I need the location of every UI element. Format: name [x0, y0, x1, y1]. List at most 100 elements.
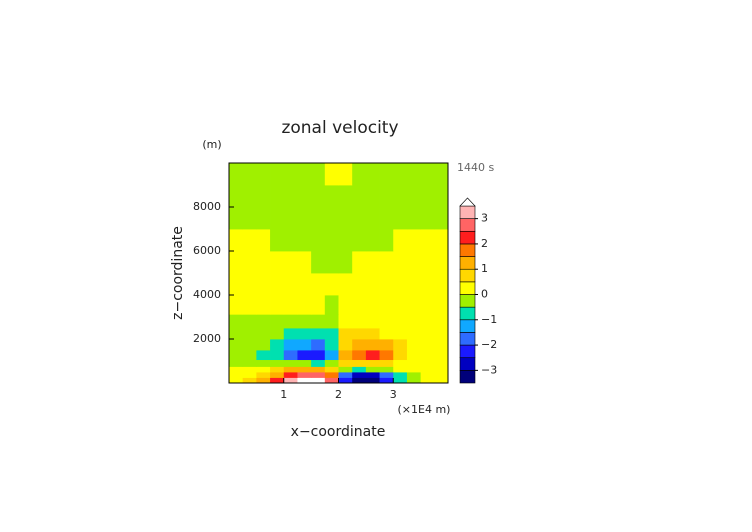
contour-cell — [283, 314, 298, 329]
contour-cell — [242, 207, 257, 230]
contour-cell — [365, 229, 380, 252]
contour-cell — [365, 295, 380, 315]
contour-cell — [297, 372, 312, 378]
contour-cell — [379, 339, 394, 351]
contour-cell — [270, 273, 285, 296]
y-tick-label: 4000 — [193, 288, 221, 301]
contour-cell — [270, 350, 285, 361]
contour-cell — [283, 229, 298, 252]
contour-cell — [393, 328, 408, 340]
contour-cell — [297, 359, 312, 367]
contour-cell — [352, 229, 367, 252]
contour-cell — [324, 185, 339, 208]
contour-cell — [229, 207, 244, 230]
contour-cell — [352, 372, 367, 378]
x-tick-label: 1 — [280, 388, 287, 401]
contour-cell — [379, 366, 394, 373]
contour-cell — [393, 207, 408, 230]
contour-cell — [393, 339, 408, 351]
contour-cell — [352, 251, 367, 274]
contour-cell — [434, 229, 449, 252]
y-unit: (m) — [202, 138, 221, 151]
contour-cell — [434, 366, 449, 373]
x-unit: (×1E4 m) — [398, 403, 451, 416]
colorbar-box — [459, 205, 476, 219]
colorbar-tick-label: 2 — [481, 237, 488, 250]
contour-cell — [338, 273, 353, 296]
contour-cell — [434, 207, 449, 230]
contour-cell — [352, 339, 367, 351]
contour-cell — [379, 273, 394, 296]
contour-cell — [420, 295, 435, 315]
contour-cell — [283, 350, 298, 361]
contour-cell — [379, 163, 394, 186]
contour-cell — [242, 372, 257, 378]
contour-cell — [434, 251, 449, 274]
colorbar-box — [459, 268, 476, 283]
contour-cell — [393, 359, 408, 367]
contour-cell — [434, 339, 449, 351]
x-tick-label: 2 — [335, 388, 342, 401]
contour-cell — [352, 359, 367, 367]
contour-cell — [242, 339, 257, 351]
contour-cell — [283, 366, 298, 373]
y-tick-label: 8000 — [193, 200, 221, 213]
contour-cell — [365, 207, 380, 230]
contour-cell — [311, 366, 326, 373]
contour-cell — [338, 229, 353, 252]
contour-cell — [256, 339, 271, 351]
colorbar-overflow — [459, 197, 476, 207]
contour-cell — [229, 273, 244, 296]
contour-cell — [256, 295, 271, 315]
contour-cell — [256, 328, 271, 340]
contour-cell — [434, 328, 449, 340]
contour-cell — [434, 185, 449, 208]
contour-cell — [242, 350, 257, 361]
contour-cell — [352, 273, 367, 296]
contour-cell — [338, 314, 353, 329]
contour-cell — [297, 273, 312, 296]
contour-cell — [256, 273, 271, 296]
contour-cell — [270, 229, 285, 252]
contour-cell — [242, 251, 257, 274]
contour-cell — [352, 295, 367, 315]
contour-cell — [434, 359, 449, 367]
contour-cell — [256, 229, 271, 252]
contour-cell — [338, 185, 353, 208]
contour-cell — [406, 350, 422, 361]
contour-cell — [393, 163, 408, 186]
contour-cell — [324, 359, 339, 367]
contour-cell — [324, 339, 339, 351]
contour-cell — [324, 295, 339, 315]
contour-cell — [393, 366, 408, 373]
contour-cell — [420, 251, 435, 274]
contour-cell — [229, 339, 244, 351]
contour-cell — [338, 339, 353, 351]
contour-cell — [420, 229, 435, 252]
colorbar-box — [459, 357, 476, 371]
contour-cell — [365, 372, 380, 378]
contour-cell — [283, 359, 298, 367]
contour-cell — [229, 366, 244, 373]
contour-cell — [393, 295, 408, 315]
contour-cell — [338, 328, 353, 340]
contour-cell — [352, 377, 367, 384]
contour-cell — [256, 163, 271, 186]
contour-cell — [297, 328, 312, 340]
contour-cell — [270, 328, 285, 340]
contour-cell — [365, 163, 380, 186]
contour-cell — [434, 372, 449, 378]
contour-cell — [324, 350, 339, 361]
contour-cell — [352, 350, 367, 361]
contour-cell — [365, 314, 380, 329]
y-tick-label: 6000 — [193, 244, 221, 257]
contour-cell — [297, 339, 312, 351]
contour-cell — [420, 314, 435, 329]
contour-cell — [229, 229, 244, 252]
contour-cell — [256, 350, 271, 361]
contour-cell — [379, 359, 394, 367]
contour-cell — [434, 377, 449, 384]
colorbar-tick-label: 1 — [481, 262, 488, 275]
contour-cell — [242, 366, 257, 373]
